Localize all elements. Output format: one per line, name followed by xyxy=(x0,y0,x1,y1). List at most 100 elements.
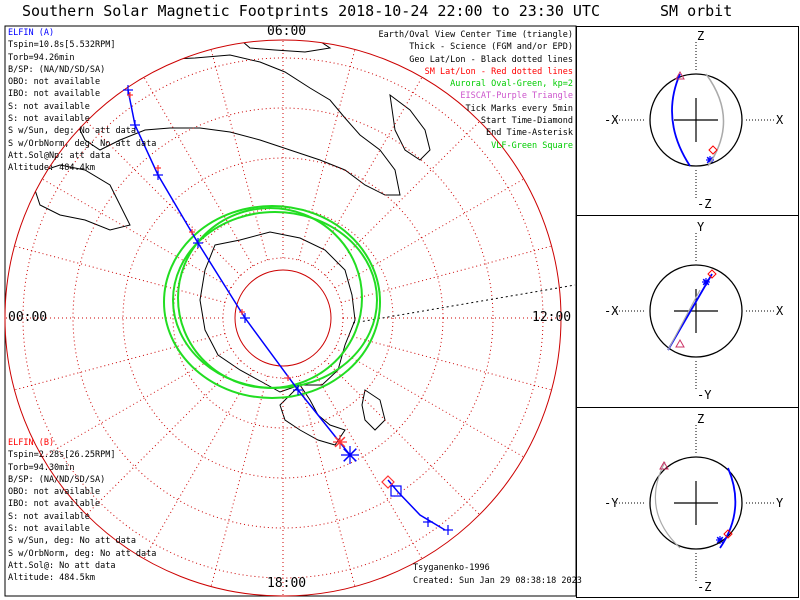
orbit-axis-label: X xyxy=(776,304,784,318)
sm-longitude-spoke xyxy=(14,245,226,303)
sm-longitude-spoke xyxy=(41,347,232,458)
orbit-axis-label: X xyxy=(776,113,784,127)
track-elfin-b xyxy=(387,479,446,531)
spacecraft-b-line: Tspin=2.28s[26.25RPM] xyxy=(8,450,116,461)
sm-latitude-circle xyxy=(72,107,494,529)
legend-entry: Start Time-Diamond xyxy=(480,116,573,127)
legend: Earth/Oval View Center Time (triangle) T… xyxy=(379,29,573,152)
footprint-tracks-layer xyxy=(123,85,724,544)
created-timestamp: Created: Sun Jan 29 08:38:18 2023 xyxy=(413,576,582,586)
track-elfin-a xyxy=(127,89,351,456)
legend-entry: VLF-Green Square xyxy=(491,140,573,151)
orbit-axis-label: -Z xyxy=(697,580,711,594)
spacecraft-a-line: IBO: not available xyxy=(8,89,101,100)
spacecraft-a-line: Att.Sol@Np: att data xyxy=(8,150,111,161)
orbit-panel-3-frame xyxy=(576,407,799,598)
orbit-start-diamond xyxy=(708,145,718,155)
sm-longitude-spoke xyxy=(312,369,423,560)
start-diamond-b xyxy=(381,475,395,489)
orbit-axis-label: Y xyxy=(776,496,784,510)
orbit-axis-label: Z xyxy=(697,412,704,426)
sm-longitude-spoke xyxy=(143,76,254,267)
legend-entry: SM Lat/Lon - Red dotted lines xyxy=(424,66,573,77)
auroral-oval-layer xyxy=(163,205,381,399)
model-credit: Tsyganenko-1996 xyxy=(413,563,490,573)
spacecraft-a-line: OBO: not available xyxy=(8,77,101,88)
orbit-axis-label: Z xyxy=(697,29,704,43)
spacecraft-b-line: S: not available xyxy=(8,524,90,535)
coastline xyxy=(361,389,386,431)
mlt-label-left: 00:00 xyxy=(8,310,48,325)
spacecraft-b-line: S: not available xyxy=(8,511,90,522)
orbit-center-triangle xyxy=(675,338,685,348)
orbit-axis-label: -Y xyxy=(604,496,619,510)
sm-longitude-spoke xyxy=(334,347,525,458)
spacecraft-b-info: ELFIN (B) Tspin=2.28s[26.25RPM] Torb=94.… xyxy=(8,437,156,585)
spacecraft-a-line: Altitude: 484.4km xyxy=(8,163,95,174)
orbit-earth-circle xyxy=(649,456,743,550)
legend-entry: End Time-Asterisk xyxy=(486,128,573,139)
spacecraft-a-line: S: not available xyxy=(8,114,90,125)
spacecraft-b-name: ELFIN (B) xyxy=(8,438,55,448)
sm-longitude-spoke xyxy=(86,360,241,515)
legend-entry: Earth/Oval View Center Time (triangle) xyxy=(378,30,573,40)
spacecraft-a-name: ELFIN (A) xyxy=(8,28,55,38)
coastline xyxy=(29,164,131,231)
sm-grid-layer xyxy=(4,39,576,597)
spacecraft-b-line: Altitude: 484.5km xyxy=(8,573,95,584)
orbit-axis-label: Y xyxy=(697,220,705,234)
orbit-title: SM orbit xyxy=(660,2,733,20)
legend-entry: EISCAT-Purple Triangle xyxy=(460,91,573,102)
sm-longitude-spoke xyxy=(41,178,232,289)
auroral-oval-middle xyxy=(163,205,381,399)
sm-longitude-spoke xyxy=(298,49,356,261)
coastline xyxy=(233,40,332,53)
mlt-label-top: 06:00 xyxy=(267,24,307,39)
spacecraft-b-line: S w/OrbNorm, deg: No att data xyxy=(8,548,157,559)
sm-longitude-spoke xyxy=(325,121,480,276)
mlt-label-right: 12:00 xyxy=(532,310,572,325)
orbit-end-asterisk xyxy=(706,156,714,164)
spacecraft-a-line: S w/OrbNorm, deg: No att data xyxy=(8,138,157,149)
sm-longitude-spoke xyxy=(210,375,268,587)
spacecraft-b-line: B/SP: (NA/ND/SD/SA) xyxy=(8,474,106,485)
coastline xyxy=(389,93,431,161)
spacecraft-a-line: S: not available xyxy=(8,101,90,112)
legend-entry: Auroral Oval-Green, kp=2 xyxy=(450,79,573,90)
end-asterisk-a xyxy=(343,448,357,462)
sm-longitude-spoke xyxy=(143,369,254,560)
sm-longitude-spoke xyxy=(325,360,480,515)
sm-longitude-spoke xyxy=(210,49,268,261)
sm-longitude-spoke xyxy=(86,121,241,276)
sm-longitude-spoke xyxy=(334,178,525,289)
sm-orbit-panels: -X X Z -Z -X X Y -Y -Y Y Z -Z xyxy=(576,26,799,598)
sm-longitude-spoke xyxy=(14,333,226,391)
orbit-axis-label: -Y xyxy=(697,388,712,402)
start-marker-a xyxy=(390,485,402,497)
orbit-start-diamond xyxy=(707,269,717,279)
orbit-track-hidden xyxy=(667,289,701,351)
spacecraft-a-info: ELFIN (A) Tspin=10.8s[5.532RPM] Torb=94.… xyxy=(8,27,156,175)
auroral-oval-outer xyxy=(172,211,378,389)
spacecraft-b-line: Att.Sol@: No att data xyxy=(8,560,116,571)
spacecraft-a-line: B/SP: (NA/ND/SD/SA) xyxy=(8,64,106,75)
legend-entry: Geo Lat/Lon - Black dotted lines xyxy=(409,54,573,65)
orbit-track-a xyxy=(719,467,737,549)
sm-longitude-spoke xyxy=(340,333,552,391)
orbit-axis-label: -X xyxy=(604,304,619,318)
orbit-track-hidden xyxy=(705,73,725,167)
spacecraft-b-line: IBO: not available xyxy=(8,499,101,510)
spacecraft-a-line: S w/Sun, deg: No att data xyxy=(8,126,136,137)
orbit-end-asterisk xyxy=(716,536,724,544)
mlt-label-bottom: 18:00 xyxy=(267,576,307,591)
spacecraft-b-line: OBO: not available xyxy=(8,487,101,498)
orbit-center-triangle xyxy=(659,460,669,470)
sm-latitude-circle xyxy=(172,207,394,429)
spacecraft-a-line: Torb=94.26min xyxy=(8,52,75,63)
orbit-center-triangle xyxy=(675,70,685,80)
coastline xyxy=(199,231,356,393)
orbit-earth-circle xyxy=(649,264,743,358)
orbit-track-a xyxy=(671,73,691,167)
